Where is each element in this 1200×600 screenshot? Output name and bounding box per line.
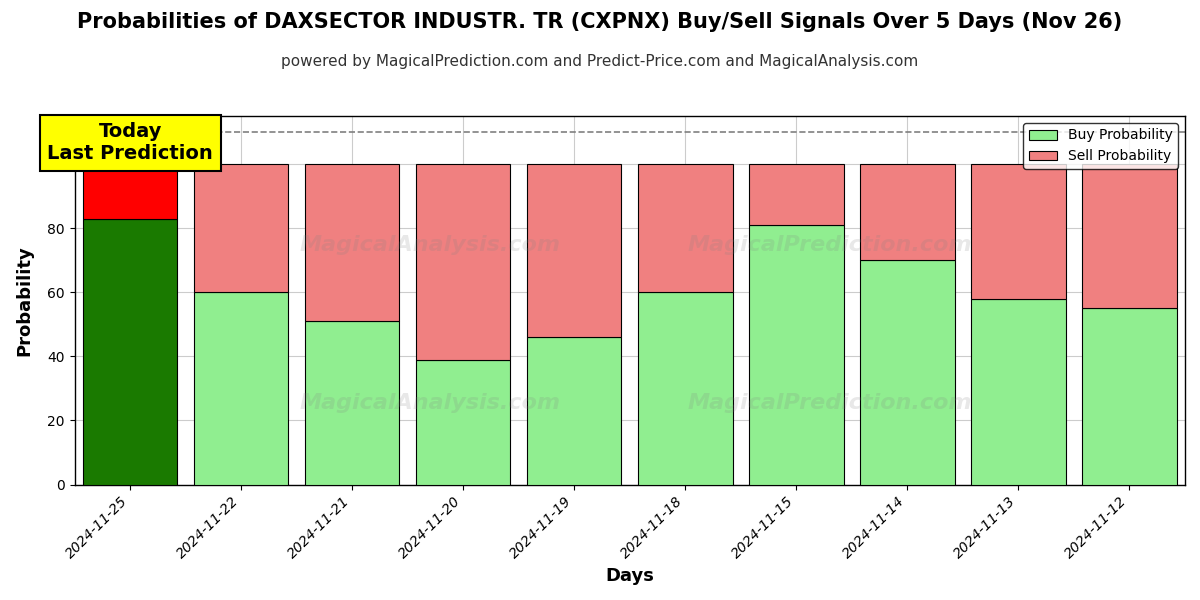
Bar [971,164,1066,299]
Bar [416,164,510,359]
Legend: Buy Probability, Sell Probability: Buy Probability, Sell Probability [1024,123,1178,169]
Bar [527,164,622,337]
Bar [1082,308,1177,485]
X-axis label: Days: Days [605,567,654,585]
Bar [971,299,1066,485]
Text: MagicalPrediction.com: MagicalPrediction.com [688,235,972,255]
Bar [83,218,178,485]
Bar [749,225,844,485]
Bar [638,164,732,292]
Text: MagicalAnalysis.com: MagicalAnalysis.com [300,394,560,413]
Y-axis label: Probability: Probability [16,245,34,356]
Bar [527,337,622,485]
Bar [1082,164,1177,308]
Text: Today
Last Prediction: Today Last Prediction [47,122,214,163]
Bar [305,321,400,485]
Text: powered by MagicalPrediction.com and Predict-Price.com and MagicalAnalysis.com: powered by MagicalPrediction.com and Pre… [281,54,919,69]
Bar [305,164,400,321]
Bar [749,164,844,225]
Text: Probabilities of DAXSECTOR INDUSTR. TR (CXPNX) Buy/Sell Signals Over 5 Days (Nov: Probabilities of DAXSECTOR INDUSTR. TR (… [77,12,1123,32]
Bar [416,359,510,485]
Text: MagicalAnalysis.com: MagicalAnalysis.com [300,235,560,255]
Bar [860,164,955,260]
Bar [83,164,178,218]
Text: MagicalPrediction.com: MagicalPrediction.com [688,394,972,413]
Bar [860,260,955,485]
Bar [194,164,288,292]
Bar [638,292,732,485]
Bar [194,292,288,485]
